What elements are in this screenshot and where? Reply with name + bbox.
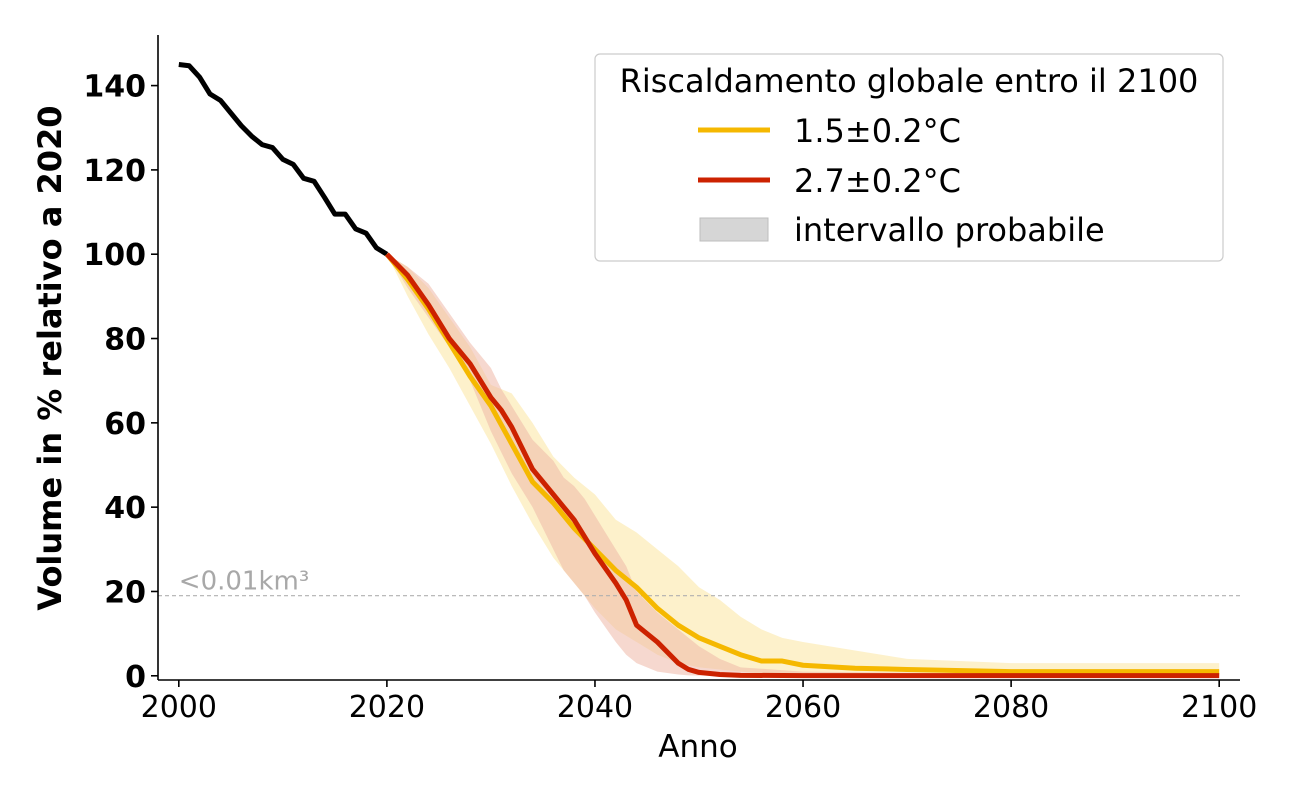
x-tick-label: 2080 [973, 690, 1049, 725]
y-tick-label: 140 [83, 70, 146, 105]
y-axis-label: Volume in % relativo a 2020 [31, 105, 69, 610]
legend-title: Riscaldamento globale entro il 2100 [620, 62, 1199, 100]
x-tick-label: 2100 [1181, 690, 1257, 725]
likely-range-band-2 [386, 254, 1220, 676]
x-tick-label: 2040 [557, 690, 633, 725]
y-tick-label: 40 [104, 491, 146, 526]
legend-entry-band: intervallo probabile [794, 211, 1105, 249]
y-tick-label: 120 [83, 154, 146, 189]
x-tick-label: 2000 [141, 690, 217, 725]
x-tick-label: 2020 [349, 690, 425, 725]
historical-line [178, 62, 389, 257]
y-tick-label: 60 [104, 407, 146, 442]
y-tick-label: 80 [104, 323, 146, 358]
legend-swatch-band [699, 217, 769, 242]
threshold-label: <0.01km³ [179, 567, 309, 597]
y-tick-label: 20 [104, 575, 146, 610]
y-tick-label: 0 [125, 660, 146, 695]
reference-threshold: <0.01km³ [158, 567, 1240, 597]
legend: Riscaldamento globale entro il 2100 1.5±0… [594, 53, 1224, 262]
legend-entry-1: 1.5±0.2°C [794, 112, 961, 150]
series-line-1 [384, 252, 1220, 675]
x-axis-label: Anno [658, 729, 737, 765]
series-lines [178, 62, 1220, 679]
likely-range-bands [386, 254, 1220, 676]
x-tick-label: 2060 [765, 690, 841, 725]
y-tick-label: 100 [83, 238, 146, 273]
legend-entry-2: 2.7±0.2°C [794, 162, 961, 200]
legend-box [594, 53, 1224, 262]
series-line-2 [385, 252, 1220, 679]
